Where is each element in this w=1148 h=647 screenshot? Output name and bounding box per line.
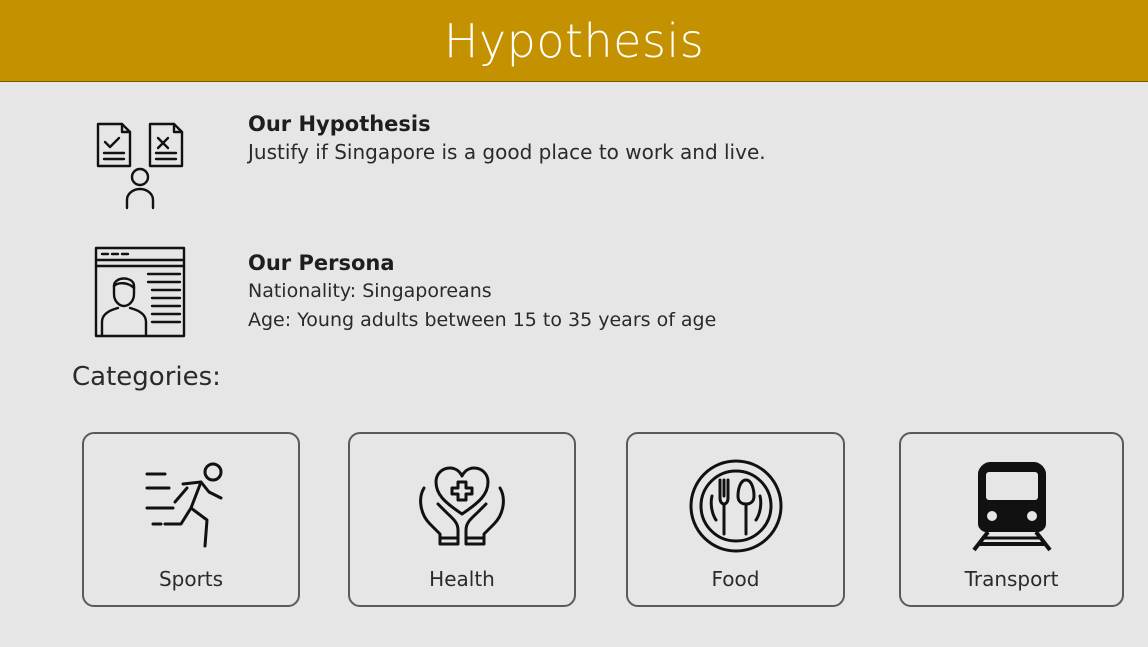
hypothesis-icon [94,120,188,216]
persona-icon [94,246,186,342]
category-card-transport[interactable]: Transport [899,432,1124,607]
persona-age: Age: Young adults between 15 to 35 years… [248,309,717,331]
categories-label: Categories: [72,362,221,392]
persona-block: Our Persona Nationality: Singaporeans Ag… [248,251,716,335]
plate-cutlery-icon [688,458,784,558]
persona-nationality: Nationality: Singaporeans [248,280,492,302]
page-title: Hypothesis [443,13,705,68]
persona-title: Our Persona [248,251,395,275]
category-card-food[interactable]: Food [626,432,845,607]
category-label-food: Food [711,567,760,591]
hypothesis-title: Our Hypothesis [248,112,431,136]
hands-heart-icon [414,458,510,558]
page-header: Hypothesis [0,0,1148,82]
train-icon [964,458,1060,558]
hypothesis-block: Our Hypothesis Justify if Singapore is a… [248,112,766,164]
category-label-sports: Sports [158,567,224,591]
category-card-sports[interactable]: Sports [82,432,300,607]
hypothesis-text: Justify if Singapore is a good place to … [248,140,766,164]
category-label-health: Health [429,567,495,591]
category-label-transport: Transport [964,567,1059,591]
category-card-health[interactable]: Health [348,432,576,607]
runner-icon [143,458,239,558]
